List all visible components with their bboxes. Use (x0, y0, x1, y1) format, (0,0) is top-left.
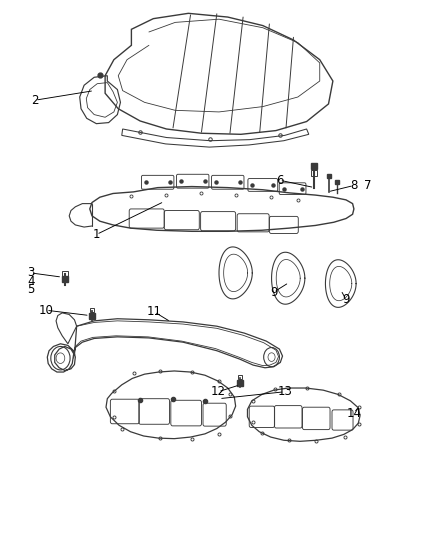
Text: 2: 2 (31, 94, 39, 107)
Text: 5: 5 (27, 284, 34, 296)
Text: 6: 6 (276, 174, 283, 187)
Text: 11: 11 (147, 305, 162, 318)
Text: 14: 14 (346, 407, 361, 419)
Text: 9: 9 (270, 286, 278, 298)
Text: 8: 8 (350, 179, 357, 192)
Text: 10: 10 (39, 304, 53, 317)
Text: 4: 4 (27, 275, 35, 288)
Text: 1: 1 (92, 228, 100, 241)
Text: 12: 12 (211, 385, 226, 398)
Text: 9: 9 (342, 293, 350, 306)
Text: 13: 13 (277, 385, 292, 398)
Text: 7: 7 (364, 179, 372, 192)
Text: 3: 3 (27, 266, 34, 279)
